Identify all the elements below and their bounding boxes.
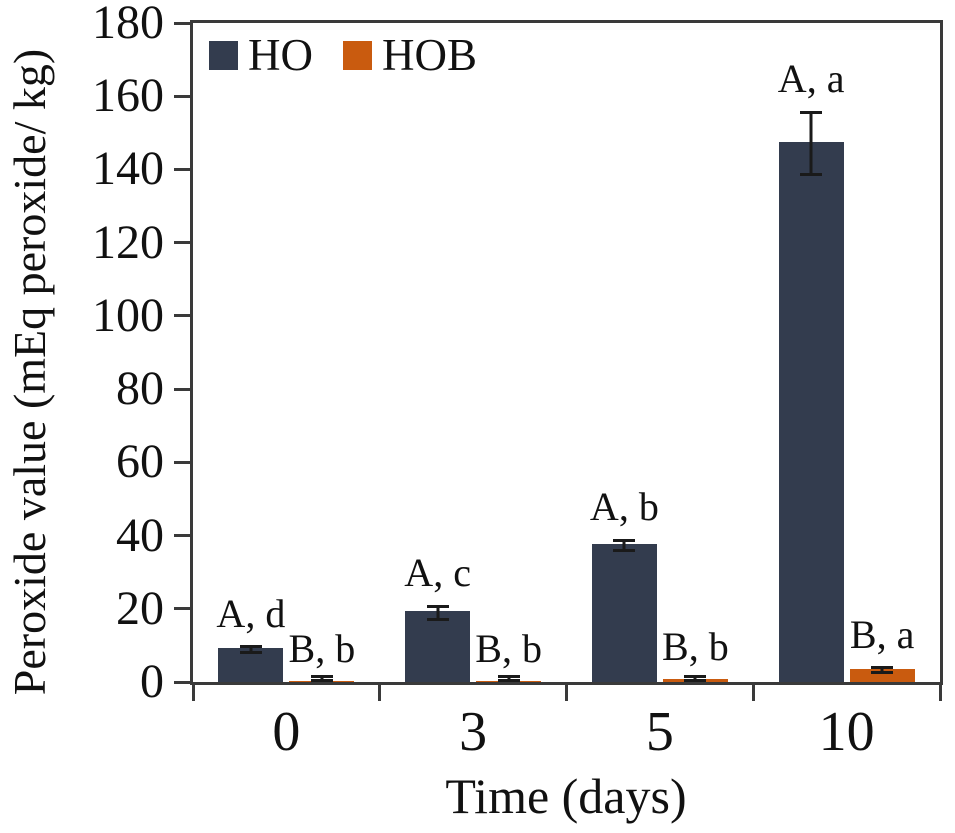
y-tick xyxy=(174,607,190,611)
error-bar-HOB-day0 xyxy=(310,675,333,682)
legend-swatch-hob xyxy=(343,41,372,70)
plot-area: HO HOB A, d A, c A, b A, a B, b B, b B, b B, a xyxy=(190,20,943,685)
y-tick xyxy=(174,460,190,464)
y-tick xyxy=(174,314,190,318)
error-bar-HOB-day10 xyxy=(871,666,894,675)
error-bar-HO-day0 xyxy=(239,645,262,655)
bar-HO-day5 xyxy=(591,543,657,682)
error-bar-HO-day10 xyxy=(800,110,823,177)
y-tick-label: 20 xyxy=(116,581,164,635)
sig-label-HO-day10: A, a xyxy=(777,56,845,102)
y-tick-label: 160 xyxy=(92,69,164,123)
error-bar-HO-day5 xyxy=(613,538,636,552)
sig-label-HOB-day5: B, b xyxy=(662,623,729,669)
y-tick-label: 180 xyxy=(92,0,164,49)
x-tick xyxy=(565,684,568,701)
y-tick-label: 60 xyxy=(116,435,164,489)
y-tick-label: 0 xyxy=(140,655,164,708)
y-tick-label: 100 xyxy=(92,288,164,342)
error-bar-HOB-day3 xyxy=(497,675,520,682)
y-tick-label: 80 xyxy=(116,362,164,416)
legend-swatch-ho xyxy=(209,41,238,70)
x-tick-label: 3 xyxy=(459,701,488,763)
sig-label-HO-day0: A, d xyxy=(216,590,286,636)
legend-item-hob: HOB xyxy=(343,33,477,78)
y-tick-label: 40 xyxy=(116,508,164,562)
error-bar-HO-day3 xyxy=(426,604,449,621)
legend-label-hob: HOB xyxy=(382,30,478,80)
bar-HO-day10 xyxy=(778,142,844,682)
y-tick-label: 140 xyxy=(92,142,164,196)
sig-label-HO-day5: A, b xyxy=(589,484,659,530)
y-tick xyxy=(174,241,190,245)
y-tick xyxy=(174,387,190,391)
sig-label-HOB-day0: B, b xyxy=(288,626,356,672)
y-tick-label: 120 xyxy=(92,215,164,269)
sig-label-HO-day3: A, c xyxy=(404,550,471,596)
legend: HO HOB xyxy=(209,33,477,78)
y-tick xyxy=(174,167,190,171)
legend-label-ho: HO xyxy=(248,30,313,80)
y-tick xyxy=(174,534,190,538)
x-axis-title: Time (days) xyxy=(445,768,687,824)
error-bar-HOB-day5 xyxy=(684,675,707,682)
x-tick xyxy=(378,684,382,701)
x-tick xyxy=(751,684,755,701)
x-tick-label: 5 xyxy=(645,701,674,763)
x-tick-label: 10 xyxy=(818,701,875,763)
y-tick xyxy=(174,21,190,25)
y-tick xyxy=(174,94,190,98)
y-tick xyxy=(174,680,190,684)
x-tick xyxy=(938,684,942,701)
legend-item-ho: HO xyxy=(209,33,313,78)
x-tick xyxy=(191,684,195,701)
bar-HO-day3 xyxy=(405,611,471,682)
sig-label-HOB-day3: B, b xyxy=(475,626,542,672)
x-tick-label: 0 xyxy=(272,701,301,763)
bar-HOB-day10 xyxy=(849,668,915,682)
sig-label-HOB-day10: B, a xyxy=(849,611,915,657)
